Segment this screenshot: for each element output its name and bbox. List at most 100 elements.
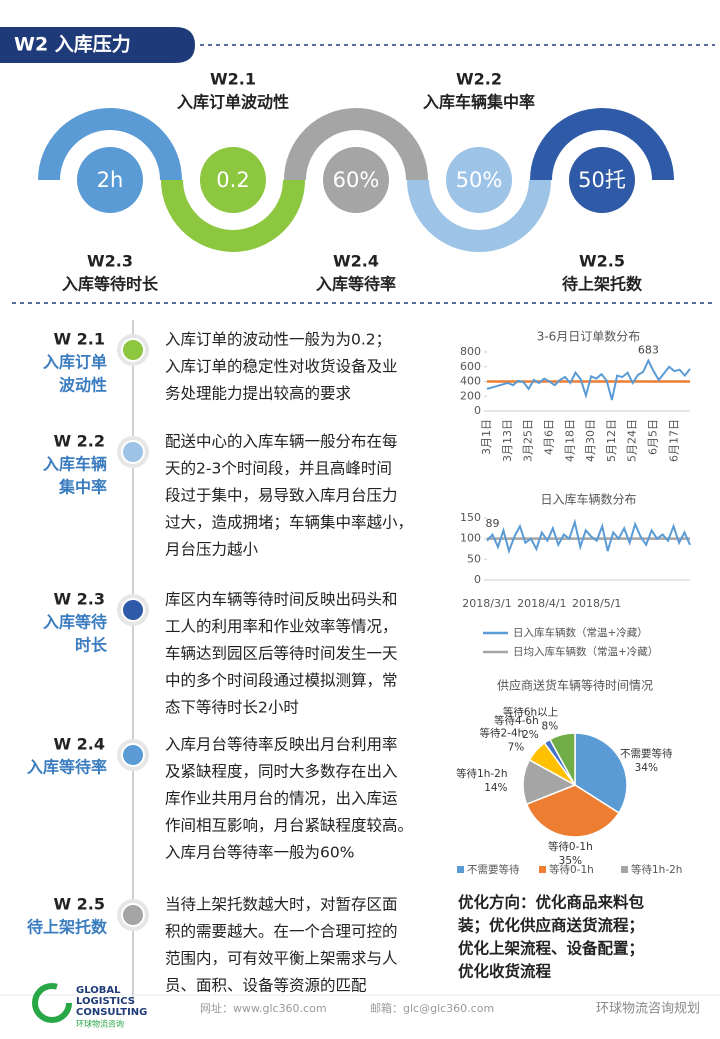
- item-text: 车辆达到园区后等待时间发生一天: [165, 645, 398, 663]
- x-tick-label: 3月25日: [522, 419, 535, 462]
- y-tick-label: 0: [474, 573, 481, 586]
- optimization-text: 优化上架流程、设备配置；: [458, 939, 644, 958]
- x-tick-label: 4月18日: [563, 419, 576, 462]
- legend-label: 日入库车辆数（常温+冷藏）: [513, 626, 648, 639]
- series-line: [486, 518, 691, 555]
- y-tick-label: 200: [460, 389, 481, 402]
- x-tick-label: 6月5日: [647, 419, 660, 455]
- pie-value-label: 35%: [559, 855, 582, 867]
- chart-title: 日入库车辆数分布: [540, 492, 636, 507]
- pie-label: 等待2-4h: [479, 726, 524, 739]
- item-text: 天的2-3个时间段，并且高峰时间: [165, 460, 392, 478]
- annotation: 89: [485, 517, 499, 530]
- x-tick-label: 2018/4/1: [517, 597, 566, 610]
- x-tick-label: 2018/5/1: [572, 597, 621, 610]
- item-text: 过大，造成拥堵；车辆集中率越小，: [165, 514, 413, 532]
- item-text: 段过于集中，易导致入库月台压力: [165, 487, 398, 505]
- item-text: 态下等待时长2小时: [165, 699, 299, 717]
- pie-label: 不需要等待: [620, 747, 673, 760]
- item-code: W 2.1: [53, 330, 105, 349]
- ring-code: W2.1: [210, 70, 256, 89]
- ring-value: 50%: [456, 168, 503, 192]
- legend-label: 等待1h-2h: [631, 863, 682, 876]
- item-text: 入库月台等待率反映出月台利用率: [165, 736, 398, 754]
- header-title: W2 入库压力: [14, 33, 131, 56]
- x-tick-label: 5月12日: [605, 419, 618, 462]
- ring-core: [200, 147, 266, 213]
- ring-core: [569, 147, 635, 213]
- item-code: W 2.5: [53, 895, 105, 914]
- ring-code: W2.4: [333, 252, 379, 271]
- ring-core: [446, 147, 512, 213]
- legend-label: 等待0-1h: [549, 863, 594, 876]
- pie-label: 等待6h以上: [503, 706, 558, 719]
- chart-title: 供应商送货车辆等待时间情况: [497, 678, 653, 693]
- item-text: 月台压力越小: [165, 541, 259, 559]
- pie-value-label: 34%: [635, 762, 658, 774]
- logo-text: CONSULTING: [76, 1007, 147, 1018]
- item-text: 员、面积、设备等资源的匹配: [165, 977, 367, 995]
- x-tick-label: 4月6日: [542, 419, 555, 455]
- item-text: 库区内车辆等待时间反映出码头和: [165, 591, 398, 609]
- ring-value: 2h: [97, 168, 124, 192]
- item-text: 当待上架托数越大时，对暂存区面: [165, 896, 398, 914]
- footer-watermark: 环球物流咨询规划: [596, 1002, 700, 1017]
- item-name: 集中率: [58, 478, 107, 497]
- item-dot: [121, 903, 145, 927]
- series-line: [486, 358, 691, 401]
- pie-label: 等待0-1h: [548, 840, 593, 853]
- item-text: 务处理能力提出较高的要求: [165, 385, 351, 403]
- pie-value-label: 2%: [522, 729, 539, 741]
- item-dot: [121, 440, 145, 464]
- logo-text: GLOBAL: [76, 985, 121, 996]
- ring-value: 50托: [578, 168, 626, 192]
- item-text: 入库订单的稳定性对收货设备及业: [165, 358, 398, 376]
- item-dot: [121, 598, 145, 622]
- y-tick-label: 400: [460, 375, 481, 388]
- footer-website: 网址：www.glc360.com: [200, 1001, 327, 1015]
- y-tick-label: 600: [460, 360, 481, 373]
- item-text: 入库订单的波动性一般为为0.2；: [165, 331, 391, 349]
- optimization-text: 优化收货流程: [458, 962, 552, 981]
- ring-arc: [161, 179, 305, 252]
- item-name: 入库等待率: [27, 758, 107, 777]
- x-tick-label: 6月17日: [667, 419, 680, 462]
- item-name: 入库等待: [43, 613, 107, 632]
- y-tick-label: 50: [467, 552, 481, 565]
- ring-name: 入库等待时长: [62, 275, 159, 294]
- header-banner: [0, 27, 195, 63]
- x-tick-label: 5月24日: [626, 419, 639, 462]
- item-name: 入库车辆: [43, 455, 107, 474]
- pie-label: 等待4-6h: [494, 714, 539, 727]
- pie-value-label: 14%: [484, 782, 507, 794]
- y-tick-label: 100: [460, 532, 481, 545]
- pie-slice: [548, 732, 576, 786]
- item-text: 作间相互影响，月台紧缺程度较高。: [165, 817, 413, 835]
- item-name: 入库订单: [43, 353, 107, 372]
- ring-arc: [284, 108, 428, 181]
- footer-email: 邮箱：glc@glc360.com: [370, 1001, 494, 1015]
- legend-swatch: [457, 866, 464, 873]
- y-tick-label: 800: [460, 345, 481, 358]
- ring-value: 0.2: [216, 168, 249, 192]
- x-tick-label: 4月30日: [584, 419, 597, 462]
- legend-label: 日均入库车辆数（常温+冷藏）: [513, 645, 658, 658]
- optimization-text: 优化方向：优化商品来料包: [458, 893, 645, 912]
- item-text: 工人的利用率和作业效率等情况，: [165, 618, 398, 636]
- ring-arc: [38, 108, 182, 181]
- chart-title: 3-6月日订单数分布: [537, 329, 641, 344]
- logo-mark: [32, 983, 72, 1023]
- ring-name: 入库车辆集中率: [423, 93, 535, 112]
- item-dot: [121, 338, 145, 362]
- ring-name: 待上架托数: [562, 275, 643, 294]
- item-text: 范围内，可有效平衡上架需求与人: [165, 950, 398, 968]
- pie-value-label: 7%: [508, 741, 525, 753]
- legend-swatch: [539, 866, 546, 873]
- pie-slice: [525, 784, 620, 838]
- ring-arc: [530, 108, 674, 181]
- ring-code: W2.2: [456, 70, 502, 89]
- x-tick-label: 3月1日: [480, 419, 493, 455]
- item-dot: [121, 743, 145, 767]
- ring-core: [77, 147, 143, 213]
- item-text: 及紧缺程度，同时大多数存在出入: [165, 763, 398, 781]
